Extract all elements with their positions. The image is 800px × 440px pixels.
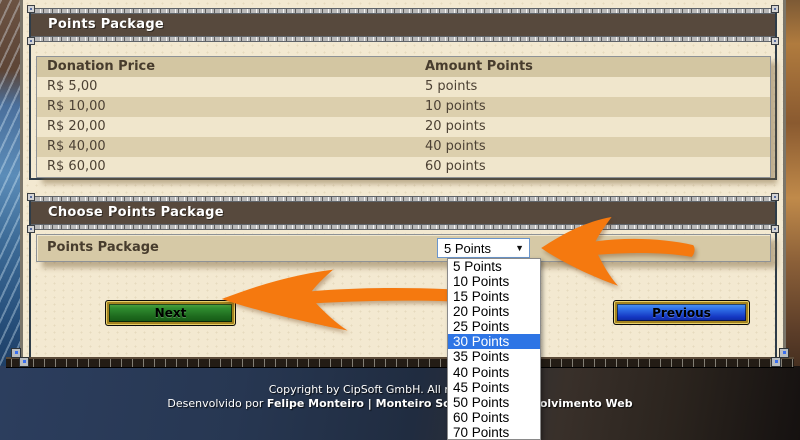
dropdown-option[interactable]: 25 Points (453, 319, 510, 335)
points-package-panel: Points Package Donation Price Amount Poi… (27, 5, 779, 180)
points-cell: 60 points (425, 159, 486, 174)
dropdown-option[interactable]: 35 Points (453, 349, 510, 365)
points-package-select[interactable]: 5 Points ▼ (437, 238, 530, 258)
dropdown-option[interactable]: 40 Points (453, 364, 510, 380)
dropdown-option[interactable]: 10 Points (453, 274, 510, 290)
points-package-header-bar: Points Package (27, 5, 779, 45)
dropdown-option[interactable]: 50 Points (453, 394, 510, 410)
background-art-left (0, 0, 20, 440)
footer: Copyright by CipSoft GmbH. All rights re… (0, 383, 800, 411)
screw-icon (27, 5, 35, 13)
panel-title: Choose Points Package (48, 205, 224, 220)
table-row: R$ 10,00 10 points (37, 97, 770, 117)
screw-icon (27, 37, 35, 45)
points-cell: 10 points (425, 99, 486, 114)
points-table: Donation Price Amount Points R$ 5,00 5 p… (36, 56, 771, 178)
price-cell: R$ 40,00 (47, 139, 106, 154)
price-cell: R$ 5,00 (47, 79, 98, 94)
table-header-row: Donation Price Amount Points (37, 57, 770, 77)
background-art-right (786, 0, 800, 440)
table-row: R$ 5,00 5 points (37, 77, 770, 97)
points-cell: 20 points (425, 119, 486, 134)
column-header-amount-points: Amount Points (425, 59, 533, 74)
column-header-donation-price: Donation Price (47, 59, 156, 74)
border-ornament-icon (11, 348, 21, 358)
screw-icon (27, 225, 35, 233)
header-metal-edge (31, 36, 775, 42)
border-ornament-icon (779, 348, 789, 358)
dropdown-option[interactable]: 45 Points (453, 379, 510, 395)
price-cell: R$ 10,00 (47, 99, 106, 114)
border-ornament-icon (771, 357, 781, 367)
header-metal-edge (31, 224, 775, 230)
header-metal-edge (31, 8, 775, 14)
price-cell: R$ 20,00 (47, 119, 106, 134)
screw-icon (771, 225, 779, 233)
dropdown-option[interactable]: 60 Points (453, 409, 510, 425)
screw-icon (771, 37, 779, 45)
screw-icon (771, 193, 779, 201)
table-row: R$ 20,00 20 points (37, 117, 770, 137)
choose-points-header-bar: Choose Points Package (27, 193, 779, 233)
panel-bottom-border (6, 357, 794, 368)
points-cell: 40 points (425, 139, 486, 154)
previous-button[interactable]: Previous (613, 300, 750, 325)
price-cell: R$ 60,00 (47, 159, 106, 174)
choose-points-package-panel: Choose Points Package Points Package (27, 193, 779, 357)
dropdown-option[interactable]: 30 Points (448, 334, 540, 350)
header-metal-edge (31, 196, 775, 202)
points-cell: 5 points (425, 79, 478, 94)
dropdown-option[interactable]: 20 Points (453, 304, 510, 320)
table-row: R$ 40,00 40 points (37, 137, 770, 157)
table-row: R$ 60,00 60 points (37, 157, 770, 177)
background-art-bottom (0, 366, 800, 440)
points-package-field-row: Points Package (36, 234, 771, 262)
dropdown-option[interactable]: 15 Points (453, 289, 510, 305)
copyright-line: Copyright by CipSoft GmbH. All rights re… (268, 383, 532, 396)
select-value: 5 Points (444, 241, 491, 256)
developer-line: Desenvolvido por Felipe Monteiro | Monte… (167, 397, 633, 410)
points-package-field-label: Points Package (47, 240, 159, 255)
chevron-down-icon: ▼ (515, 243, 524, 253)
points-package-dropdown-list[interactable]: 5 Points 10 Points 15 Points 20 Points 2… (447, 258, 541, 440)
panel-title: Points Package (48, 17, 165, 32)
content-column: Points Package Donation Price Amount Poi… (20, 0, 786, 368)
screw-icon (771, 5, 779, 13)
screw-icon (27, 193, 35, 201)
next-button[interactable]: Next (105, 300, 236, 326)
dropdown-option[interactable]: 5 Points (453, 259, 502, 274)
dropdown-option[interactable]: 70 Points (453, 424, 510, 440)
border-ornament-icon (19, 357, 29, 367)
